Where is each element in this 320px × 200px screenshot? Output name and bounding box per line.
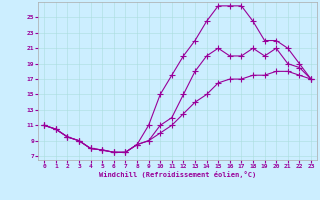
- X-axis label: Windchill (Refroidissement éolien,°C): Windchill (Refroidissement éolien,°C): [99, 171, 256, 178]
